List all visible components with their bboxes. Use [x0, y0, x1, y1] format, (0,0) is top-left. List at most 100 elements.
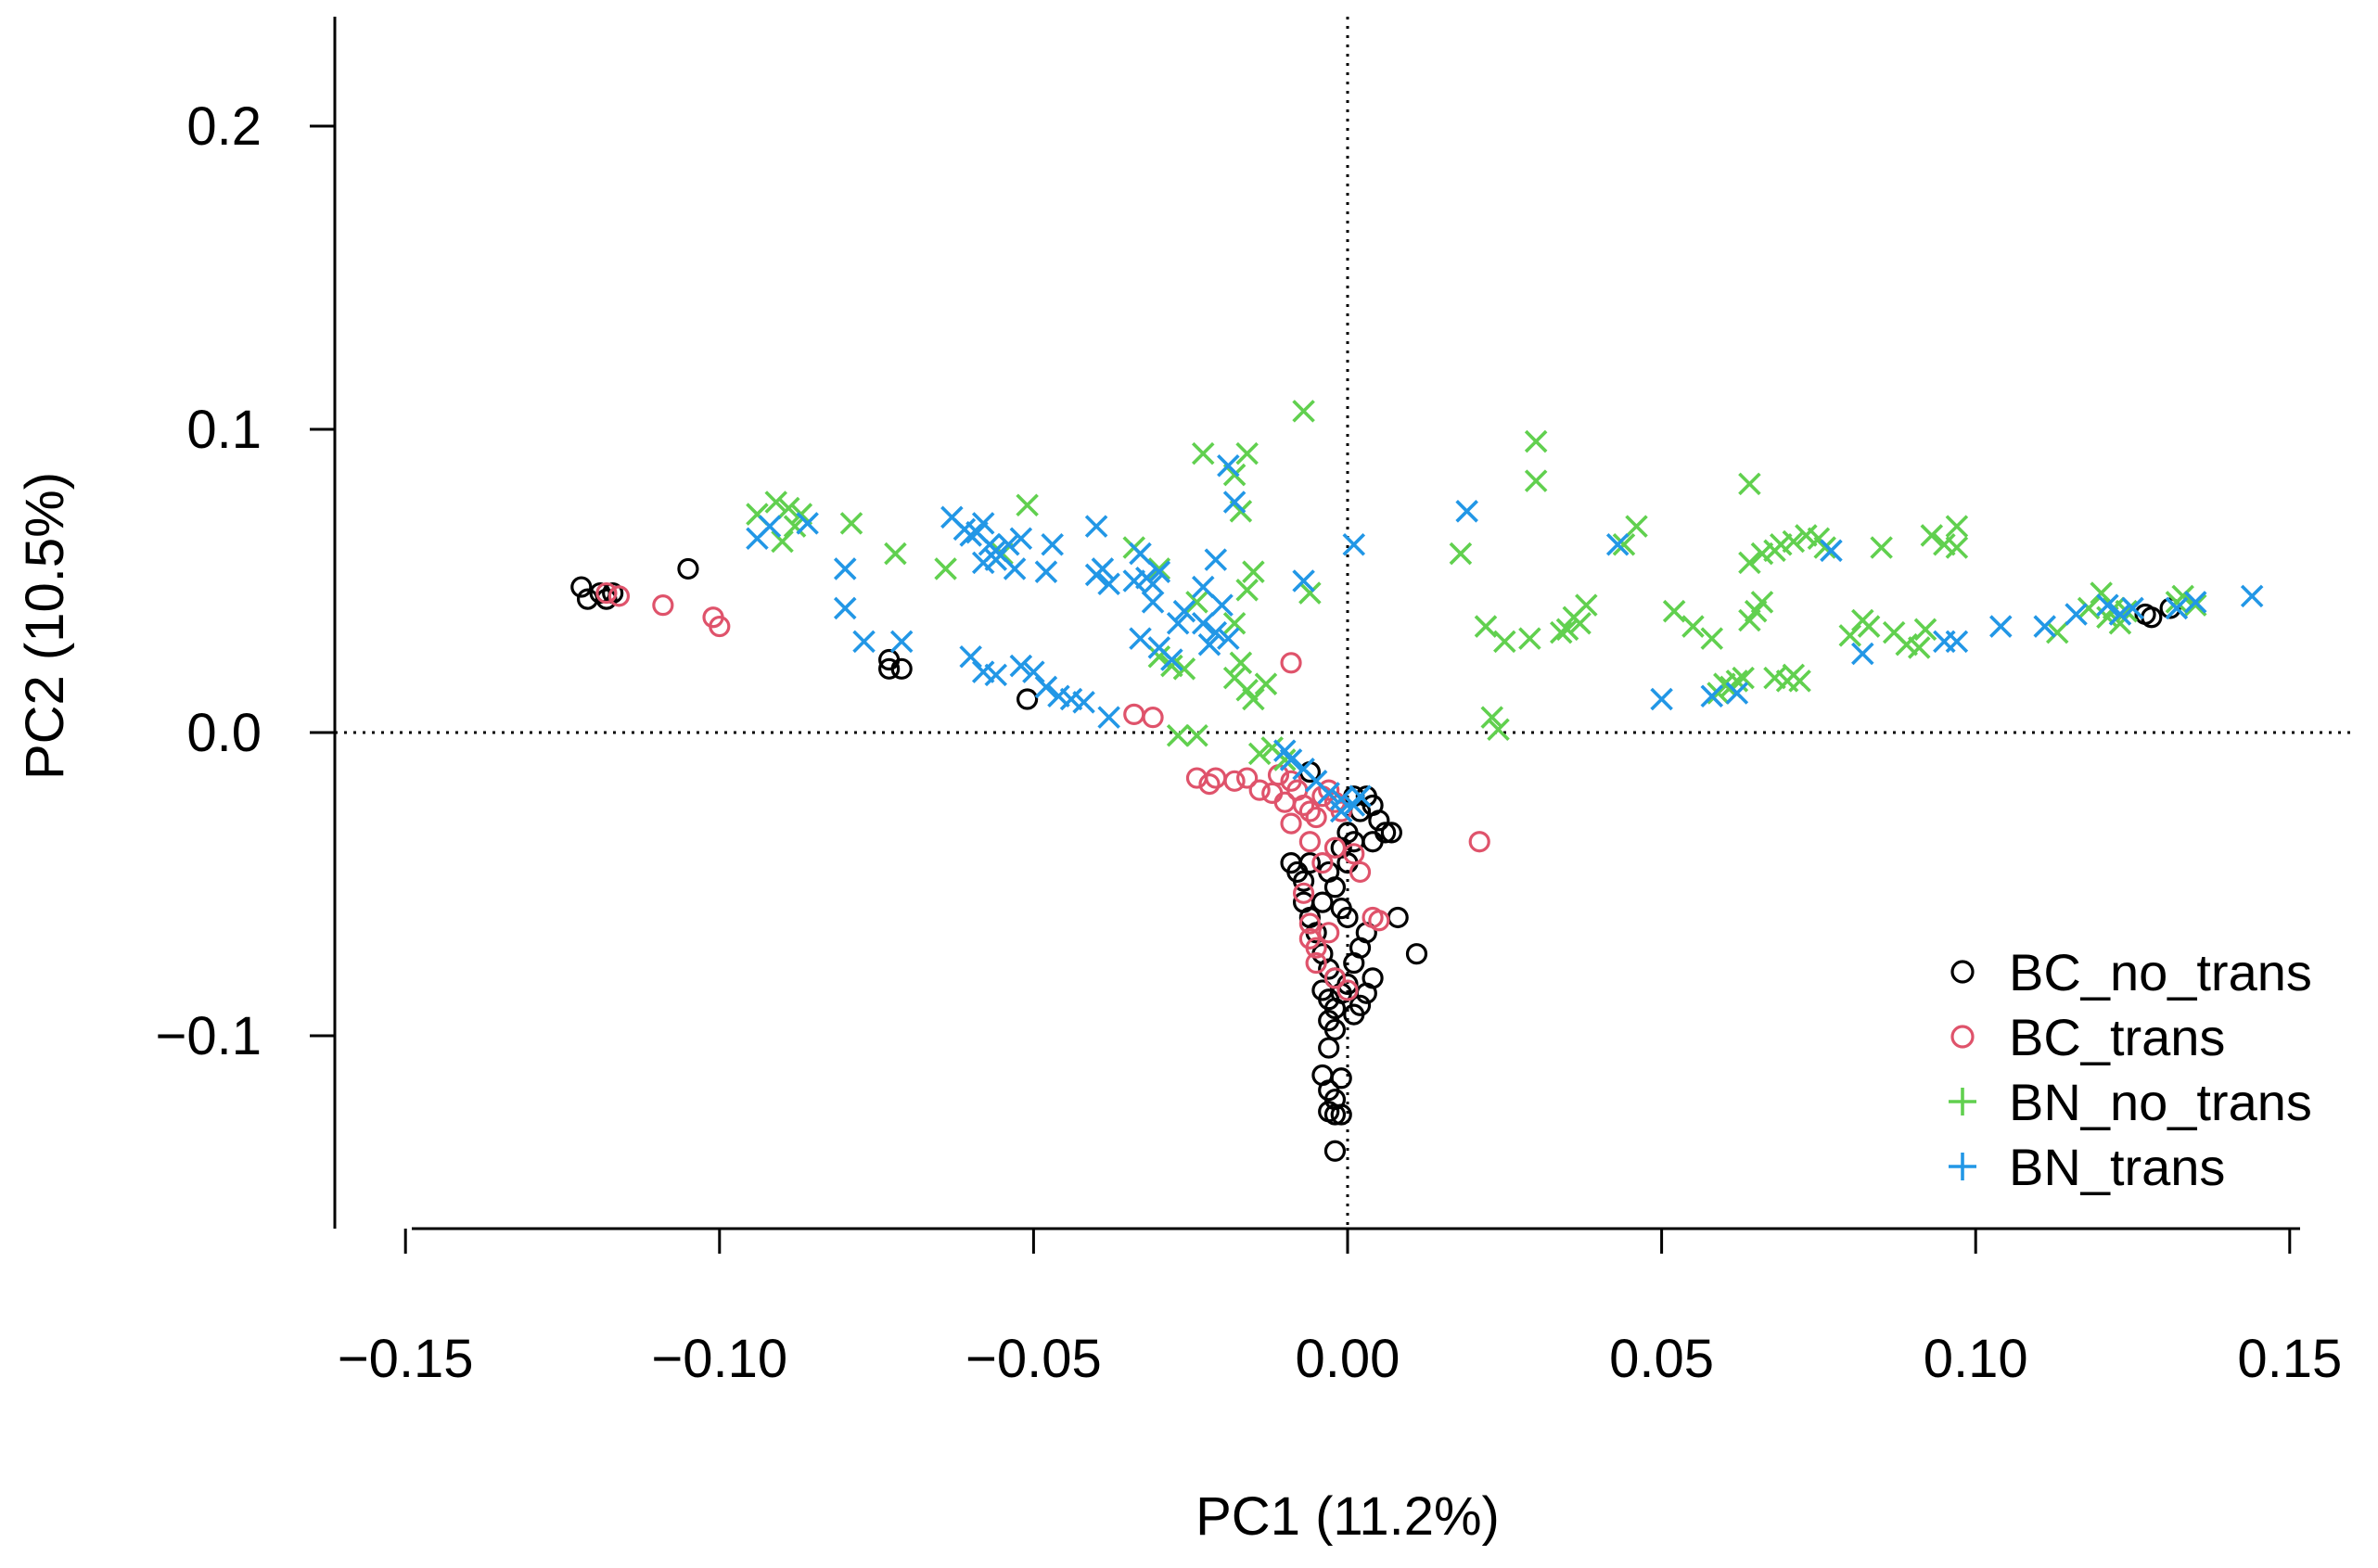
point-BN_no_trans [1575, 593, 1598, 617]
point-BN_trans [1329, 799, 1353, 823]
point-BN_trans [1097, 706, 1120, 729]
point-BN_no_trans [1254, 672, 1278, 695]
point-BN_trans [1279, 748, 1303, 771]
point-BN_no_trans [1555, 618, 1579, 642]
point-BN_no_trans [2171, 584, 2194, 608]
point-BN_no_trans [1738, 551, 1761, 575]
point-BC_trans [1305, 806, 1327, 829]
point-BC_no_trans [1343, 1003, 1365, 1026]
point-BN_no_trans [1788, 669, 1811, 693]
point-BC_no_trans [1330, 1103, 1352, 1126]
x-tick-label: −0.10 [651, 1329, 787, 1389]
point-BN_trans [1725, 682, 1749, 705]
point-BN_trans [1820, 539, 1843, 563]
point-BN_trans [1210, 593, 1234, 617]
point-BN_no_trans [1273, 748, 1297, 771]
point-BN_no_trans [884, 542, 907, 566]
point-BC_trans [1223, 770, 1246, 792]
point-BN_no_trans [1907, 636, 1931, 659]
point-BN_trans [833, 557, 857, 580]
point-BN_no_trans [1870, 536, 1893, 559]
point-BN_no_trans [1738, 472, 1761, 496]
point-BN_no_trans [1524, 429, 1548, 453]
point-BC_no_trans [1311, 891, 1334, 913]
point-BC_no_trans [570, 576, 593, 598]
point-BN_no_trans [1838, 624, 1862, 647]
point-BC_trans [1280, 812, 1302, 835]
point-BN_no_trans [1782, 529, 1806, 554]
point-BN_no_trans [1016, 493, 1039, 517]
point-BC_trans [1336, 979, 1359, 1001]
point-BN_no_trans [2090, 581, 2113, 605]
point-BC_trans [1343, 843, 1365, 865]
point-BC_no_trans [1380, 822, 1403, 844]
point-BC_no_trans [1336, 906, 1359, 929]
point-BN_no_trans [1292, 400, 1315, 423]
legend: BC_no_trans BC_trans BN_no_trans BN_trans [1949, 943, 2312, 1196]
point-BN_no_trans [1247, 742, 1272, 766]
point-BN_no_trans [1172, 657, 1196, 681]
point-BN_trans [2121, 596, 2144, 620]
series-BN_no_trans [746, 400, 2207, 771]
point-BN_no_trans [1298, 581, 1322, 605]
point-BN_no_trans [1235, 579, 1259, 602]
point-BC_trans [709, 615, 731, 638]
point-BC_no_trans [595, 588, 618, 610]
point-BN_no_trans [1518, 627, 1541, 650]
point-BN_trans [1009, 527, 1033, 550]
point-BN_trans [2065, 603, 2088, 626]
point-BN_no_trans [2108, 612, 2132, 635]
axes [333, 17, 2300, 1230]
point-BC_no_trans [1323, 1140, 1347, 1162]
point-BC_trans [1142, 707, 1164, 729]
point-BN_trans [1349, 784, 1372, 808]
point-BC_trans [607, 585, 631, 607]
point-BC_trans [1330, 800, 1352, 822]
point-BN_trans [1197, 632, 1221, 657]
point-BN_trans [852, 630, 876, 654]
point-BN_trans [1022, 660, 1045, 683]
point-BC_no_trans [1298, 760, 1321, 784]
point-BN_trans [984, 663, 1008, 687]
point-BN_no_trans [2077, 596, 2101, 620]
point-BN_trans [1222, 491, 1247, 514]
point-BC_no_trans [2141, 606, 2163, 629]
legend-marker-BN_trans [1949, 1153, 1976, 1180]
legend-marker-BC_trans [1950, 1025, 1975, 1049]
point-BN_no_trans [1487, 718, 1510, 742]
point-BN_no_trans [1732, 666, 1755, 690]
legend-label-BN_no_trans: BN_no_trans [2009, 1073, 2312, 1131]
y-tick-label: 0.0 [186, 703, 262, 763]
point-BN_no_trans [1612, 532, 1636, 556]
legend-marker-BC_no_trans [1950, 960, 1975, 984]
point-BN_trans [959, 644, 982, 669]
point-BN_trans [2165, 596, 2189, 620]
point-BN_no_trans [1493, 630, 1516, 654]
point-BC_trans [1123, 703, 1145, 725]
point-BC_no_trans [1362, 831, 1384, 853]
point-BC_trans [1292, 794, 1315, 817]
point-BC_trans [595, 581, 618, 605]
point-BN_trans [1091, 557, 1115, 580]
point-BN_no_trans [934, 557, 957, 580]
series-BN_trans [746, 453, 2264, 823]
point-BN_no_trans [1945, 536, 1969, 559]
point-BN_trans [1041, 532, 1064, 556]
point-BC_trans [1261, 782, 1284, 805]
point-BC_trans [1298, 831, 1321, 853]
point-BN_trans [1034, 560, 1058, 583]
point-BN_no_trans [771, 529, 794, 554]
point-BN_no_trans [1480, 706, 1504, 729]
point-BN_trans [1700, 684, 1724, 708]
point-BC_no_trans [1387, 906, 1409, 929]
point-BN_no_trans [1185, 723, 1208, 747]
point-BN_trans [1342, 532, 1366, 556]
point-BC_trans [1298, 912, 1321, 935]
point-BN_trans [971, 512, 995, 535]
point-BN_no_trans [1474, 615, 1498, 638]
point-BN_trans [984, 548, 1008, 571]
point-BC_no_trans [1323, 1103, 1347, 1126]
point-BC_trans [1318, 922, 1340, 944]
y-tick-label: 0.1 [186, 400, 262, 460]
